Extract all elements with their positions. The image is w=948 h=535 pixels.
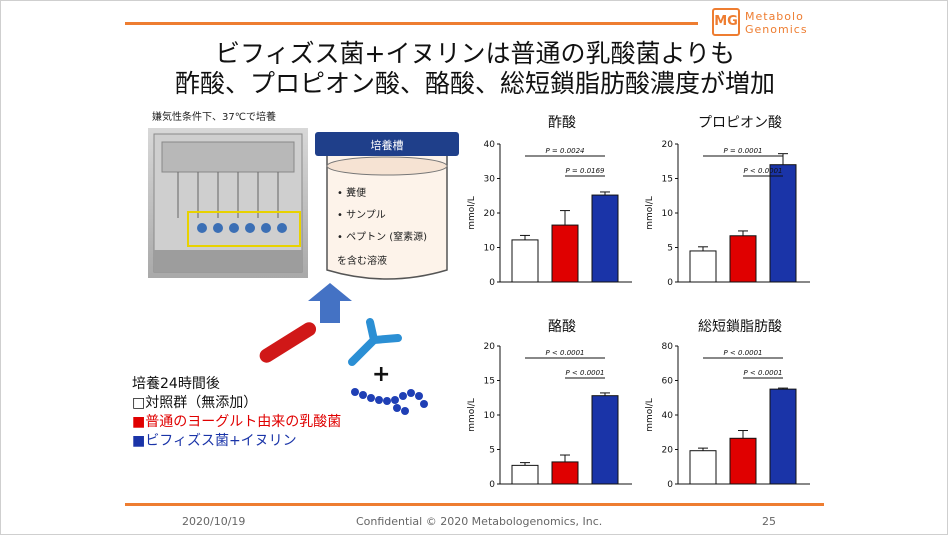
y-tick-label: 20	[484, 209, 496, 219]
y-axis-label: mmol/L	[645, 398, 655, 432]
group-legend: 培養24時間後 □対照群（無添加） ■普通のヨーグルト由来の乳酸菌 ■ビフィズス…	[132, 375, 341, 451]
company-logo: MG Metabolo Genomics	[712, 8, 822, 38]
chart-title-acetate: 酢酸	[548, 115, 576, 131]
y-tick-label: 0	[667, 278, 673, 288]
chart-acetate: mmol/L 0 10 20 30 40 P = 0.0024 P = 0.0169	[467, 140, 632, 288]
y-tick-label: 0	[489, 278, 495, 288]
significance-label-0: P = 0.0001	[723, 147, 762, 155]
y-axis-label: mmol/L	[645, 196, 655, 230]
legend-label-lactic: 普通のヨーグルト由来の乳酸菌	[145, 414, 342, 430]
legend-label-bifido: ビフィズス菌+イヌリン	[145, 433, 297, 449]
legend-item-bifido: ■ビフィズス菌+イヌリン	[132, 432, 341, 451]
chart-title-butyrate: 酪酸	[548, 319, 576, 335]
y-tick-label: 15	[662, 175, 673, 185]
footer-page-number: 25	[762, 515, 776, 528]
slide-title-line2: 酢酸、プロピオン酸、酪酸、総短鎖脂肪酸濃度が増加	[174, 69, 775, 98]
vessel-item-sample: • サンプル	[337, 210, 386, 221]
logo-text-line1: Metabolo	[745, 10, 804, 23]
y-tick-label: 60	[662, 377, 674, 387]
significance-label-0: P < 0.0001	[545, 349, 584, 357]
y-tick-label: 20	[662, 446, 674, 456]
legend-item-lactic: ■普通のヨーグルト由来の乳酸菌	[132, 413, 341, 432]
y-tick-label: 20	[484, 342, 496, 352]
vessel-item-feces: • 糞便	[337, 188, 367, 199]
y-tick-label: 40	[484, 140, 496, 150]
chart-title-propionate: プロピオン酸	[698, 115, 782, 131]
y-tick-label: 80	[662, 342, 674, 352]
y-tick-label: 0	[667, 480, 673, 490]
culture-condition-caption: 嫌気性条件下、37℃で培養	[152, 112, 276, 123]
y-tick-label: 0	[489, 480, 495, 490]
significance-label-1: P = 0.0169	[565, 167, 605, 175]
plus-sign: +	[372, 362, 391, 387]
inulin-chain-icon	[350, 384, 430, 422]
footer-date: 2020/10/19	[182, 515, 246, 528]
legend-heading: 培養24時間後	[132, 376, 220, 392]
bifidobacterium-icon	[344, 318, 404, 372]
y-tick-label: 10	[484, 411, 496, 421]
chart-title-total-scfa: 総短鎖脂肪酸	[698, 319, 782, 335]
bar-1	[729, 235, 757, 283]
vessel-item-peptone: • ペプトン (窒素源)	[337, 232, 428, 243]
chart-propionate: mmol/L 0 5 10 15 20 P = 0.0001 P < 0.0001	[645, 140, 810, 288]
up-arrow-icon	[308, 283, 352, 323]
y-tick-label: 15	[484, 377, 495, 387]
legend-marker-lactic: ■	[132, 414, 146, 430]
significance-label-0: P = 0.0024	[545, 147, 584, 155]
significance-label-1: P < 0.0001	[743, 167, 782, 175]
legend-item-control: □対照群（無添加）	[132, 394, 341, 413]
legend-marker-control: □	[132, 395, 146, 411]
chart-butyrate: mmol/L 0 5 10 15 20 P < 0.0001 P < 0.0001	[467, 342, 632, 490]
bar-2	[769, 388, 797, 485]
logo-text-line2: Genomics	[745, 23, 808, 36]
y-tick-label: 30	[484, 175, 496, 185]
lactic-acid-bacterium-icon	[252, 318, 322, 372]
y-axis-label: mmol/L	[467, 196, 477, 230]
significance-label-1: P < 0.0001	[743, 369, 782, 377]
y-tick-label: 5	[489, 446, 495, 456]
vessel-solution-text: を含む溶液	[337, 256, 387, 267]
bottom-accent-bar	[125, 503, 824, 506]
bar-2	[591, 194, 619, 283]
bar-1	[551, 461, 579, 485]
chart-total-scfa: mmol/L 0 20 40 60 80 P < 0.0001 P < 0.0001	[645, 342, 810, 490]
significance-label-1: P < 0.0001	[565, 369, 604, 377]
culture-vessel: 培養槽 • 糞便 • サンプル • ペプトン (窒素源) を含む溶液	[313, 132, 461, 282]
y-tick-label: 40	[662, 411, 674, 421]
bar-2	[591, 395, 619, 485]
bar-1	[729, 437, 757, 485]
bar-0	[511, 239, 539, 283]
bar-2	[769, 164, 797, 283]
y-axis-label: mmol/L	[467, 398, 477, 432]
vessel-label: 培養槽	[370, 139, 404, 152]
y-tick-label: 5	[667, 244, 673, 254]
y-tick-label: 10	[662, 209, 674, 219]
significance-label-0: P < 0.0001	[723, 349, 762, 357]
y-tick-label: 20	[662, 140, 674, 150]
y-tick-label: 10	[484, 244, 496, 254]
logo-mark: MG	[712, 8, 740, 36]
fermenter-device-image	[148, 128, 308, 278]
legend-marker-bifido: ■	[132, 433, 146, 449]
legend-label-control: 対照群（無添加）	[145, 395, 258, 411]
footer-copyright: Confidential © 2020 Metabologenomics, In…	[356, 515, 603, 528]
bar-0	[511, 464, 539, 485]
slide-title-line1: ビフィズス菌+イヌリンは普通の乳酸菌よりも	[215, 39, 735, 68]
bar-0	[689, 450, 717, 485]
bar-1	[551, 224, 579, 283]
top-accent-bar	[125, 22, 698, 25]
bar-0	[689, 250, 717, 283]
